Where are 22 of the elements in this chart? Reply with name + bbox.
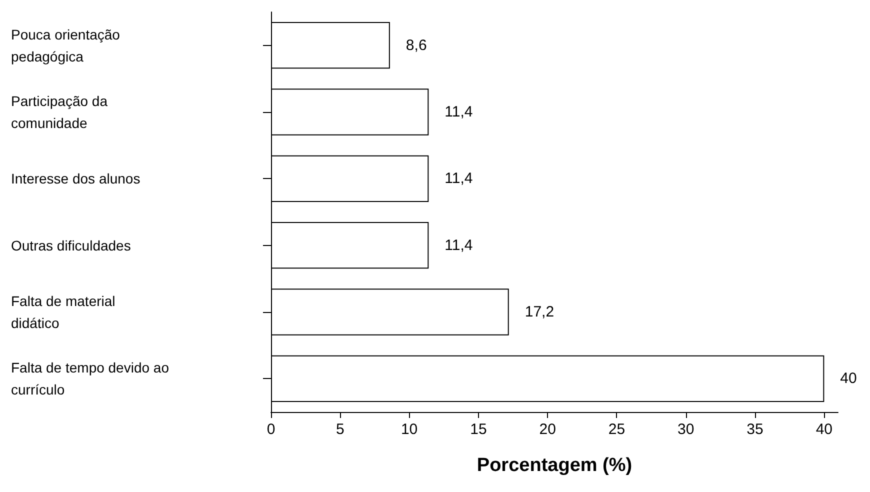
data-label: 40	[840, 370, 857, 388]
x-tick-label: 5	[336, 421, 344, 438]
x-tick-label: 20	[539, 421, 556, 438]
x-tick-label: 15	[470, 421, 487, 438]
data-label: 11,4	[444, 170, 473, 188]
y-tick-label: Outras dificuldades	[11, 237, 131, 254]
x-axis-title: Porcentagem (%)	[476, 455, 632, 476]
x-tick-label: 40	[816, 421, 833, 438]
data-label: 17,2	[524, 304, 554, 320]
y-tick-label: Falta de material didático	[11, 293, 120, 331]
x-tick-label: 30	[678, 421, 694, 438]
data-label: 8,6	[406, 36, 427, 54]
x-tick-label: 25	[608, 421, 626, 438]
x-tick-label: 35	[746, 421, 764, 438]
y-tick-label: Interesse dos alunos	[11, 170, 140, 187]
y-tick-label: Pouca orientação pedagógica	[11, 26, 124, 64]
data-label: 11,4	[444, 104, 473, 120]
data-label: 11,4	[444, 236, 473, 254]
y-tick-label: Falta de tempo devido ao currículo	[11, 360, 173, 398]
x-tick-label: 0	[266, 421, 276, 438]
x-tick-label: 10	[400, 421, 418, 438]
y-tick-label: Participação da comunidade	[11, 93, 112, 131]
